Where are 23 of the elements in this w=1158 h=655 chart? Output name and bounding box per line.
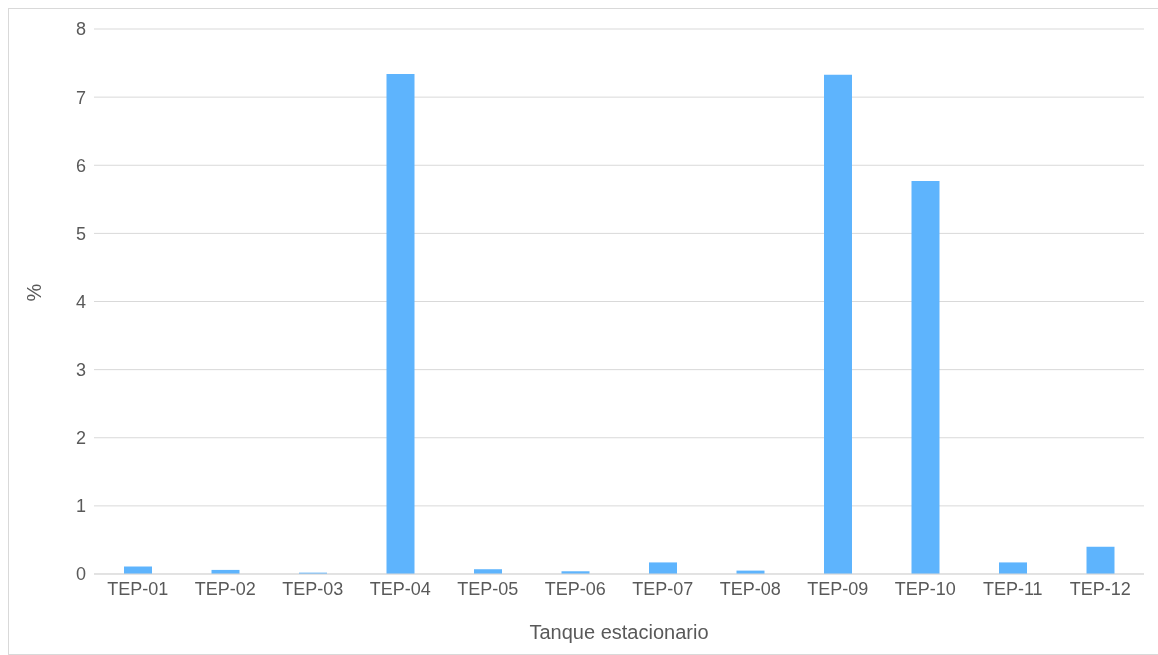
y-tick-label: 3 — [75, 360, 86, 381]
y-tick-label: 8 — [75, 19, 86, 40]
y-tick-label: 4 — [75, 291, 86, 312]
x-tick-label: TEP-11 — [982, 578, 1043, 599]
y-tick-label: 2 — [75, 428, 86, 449]
y-tick-label: 1 — [75, 496, 86, 517]
y-tick-label: 6 — [75, 155, 86, 176]
x-tick-label: TEP-10 — [894, 578, 956, 599]
x-tick-label: TEP-07 — [632, 578, 694, 599]
y-tick-label: 0 — [75, 564, 86, 585]
x-tick-label: TEP-01 — [107, 578, 169, 599]
x-tick-label: TEP-12 — [1069, 578, 1131, 599]
x-tick-label: TEP-08 — [719, 578, 781, 599]
x-tick-label: TEP-02 — [194, 578, 256, 599]
y-tick-label: 5 — [75, 223, 86, 244]
x-tick-label: TEP-03 — [282, 578, 344, 599]
x-axis-title: Tanque estacionario — [529, 621, 709, 643]
x-tick-label: TEP-05 — [457, 578, 519, 599]
x-tick-label: TEP-04 — [369, 578, 431, 599]
x-tick-label: TEP-09 — [807, 578, 869, 599]
x-tick-label: TEP-06 — [544, 578, 606, 599]
y-axis-title: % — [23, 283, 46, 302]
y-tick-label: 7 — [75, 87, 86, 108]
